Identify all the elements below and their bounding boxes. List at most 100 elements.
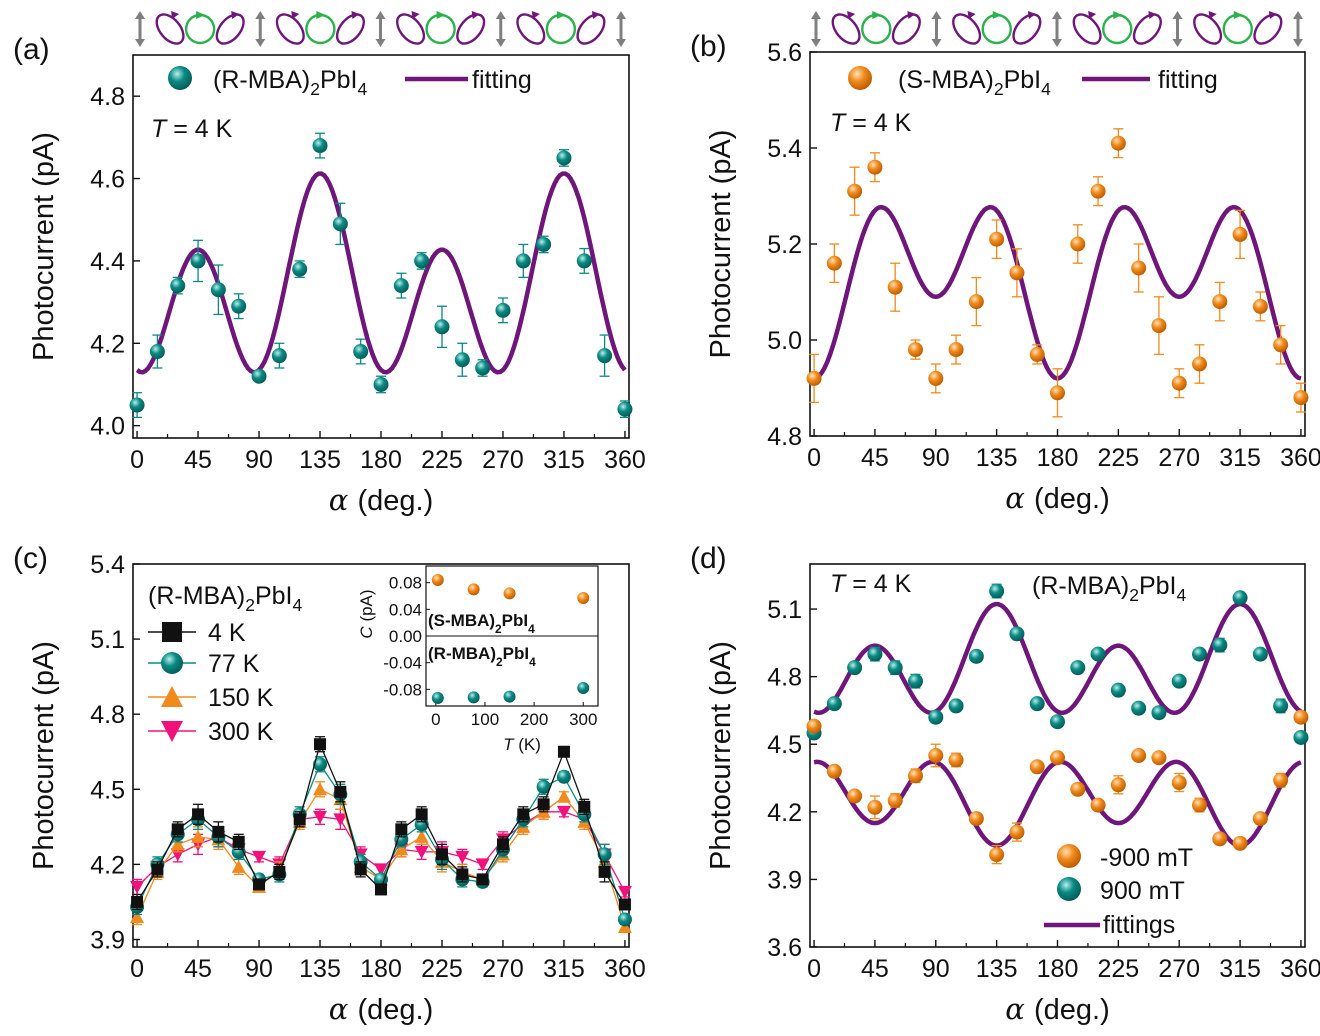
double-arrow-icon: [495, 11, 506, 19]
ellipse-icon: [471, 11, 480, 19]
data-point: [1212, 294, 1228, 310]
legend-marker: [1057, 844, 1081, 868]
data-point: [231, 298, 247, 314]
data-point: [806, 370, 822, 386]
inset-x-axis-label: T (K): [503, 735, 541, 754]
legend-label: -900 mT: [1100, 844, 1193, 872]
legend-marker: [168, 66, 192, 90]
data-point: [131, 895, 144, 908]
x-tick-label: 0: [130, 446, 144, 474]
y-tick-label: 5.1: [90, 626, 125, 654]
data-point: [617, 912, 632, 927]
legend-label: (S-MBA)2PbI4: [898, 66, 1051, 99]
data-point: [414, 845, 429, 859]
x-tick-label: 180: [360, 446, 402, 474]
data-point: [394, 832, 409, 847]
data-point: [826, 763, 842, 779]
data-point: [374, 863, 388, 877]
circle-arrow-icon: [425, 13, 456, 45]
data-point: [1009, 626, 1025, 642]
x-tick-label: 90: [922, 955, 950, 983]
circle-arrow-icon: [545, 13, 577, 45]
data-point: [395, 823, 408, 836]
fit-curve: [813, 759, 1302, 848]
ellipse-icon: [831, 13, 861, 45]
ellipse-icon: [907, 11, 916, 19]
double-arrow-icon: [495, 39, 506, 47]
data-point: [617, 885, 632, 899]
legend-label: 77 K: [208, 650, 260, 678]
fit-curve: [135, 171, 627, 375]
ellipse-icon: [231, 11, 240, 19]
inset-y-tick-label: 0.04: [389, 600, 422, 619]
data-point: [618, 898, 631, 911]
data-point: [1171, 673, 1187, 689]
x-tick-label: 360: [1280, 955, 1320, 983]
data-point: [373, 376, 389, 392]
data-point: [556, 805, 571, 819]
data-point: [1029, 346, 1045, 362]
legend-label: 300 K: [208, 718, 274, 746]
fit-curve: [813, 204, 1302, 381]
data-point: [556, 769, 571, 784]
ellipse-icon: [1088, 11, 1097, 19]
ellipse-icon: [215, 13, 245, 45]
data-point: [210, 282, 226, 298]
data-point: [151, 863, 164, 876]
panel-d: 0 45 90 135 180 225 270 315 360 3.6 3.9 4.2 4.5 4.8 5.…: [690, 542, 1320, 1026]
data-point: [1151, 318, 1167, 334]
y-axis-label: Photocurrent (pA): [705, 641, 737, 870]
circle-arrow-icon: [556, 11, 566, 19]
inset-y-axis-label: C (pA): [357, 589, 376, 638]
panel-label: (d): [690, 542, 727, 575]
y-tick-label: 4.8: [767, 423, 802, 451]
ellipse-icon: [1193, 13, 1223, 45]
data-point: [212, 825, 225, 838]
panel-c: 0 45 90 135 180 225 270 315 360 3.9 4.2 4.5 4.8 5.1 5.…: [13, 542, 646, 1026]
data-point: [968, 648, 984, 664]
data-point: [1009, 265, 1025, 281]
data-point: [515, 253, 531, 269]
circle-arrow-icon: [981, 13, 1012, 45]
data-point: [1009, 824, 1025, 840]
data-point: [496, 838, 509, 851]
data-point: [576, 253, 592, 269]
double-arrow-icon: [255, 39, 266, 47]
ellipse-icon: [1072, 13, 1102, 45]
y-tick-label: 5.4: [767, 135, 802, 163]
fit-curve: [813, 601, 1303, 716]
data-point: [1252, 298, 1268, 314]
ellipse-icon: [1148, 11, 1157, 19]
data-point: [252, 850, 267, 864]
data-point: [887, 793, 903, 809]
ellipse-icon: [591, 11, 600, 19]
data-point: [1252, 646, 1268, 662]
panel-label: (b): [690, 30, 727, 63]
data-point: [1192, 797, 1208, 813]
y-tick-label: 3.9: [767, 866, 802, 894]
double-arrow-icon: [811, 39, 821, 47]
data-point: [847, 660, 863, 676]
series-line: [136, 762, 626, 920]
inset-data-point: [503, 587, 516, 600]
data-point: [948, 752, 964, 768]
y-axis-label: Photocurrent (pA): [28, 132, 60, 361]
y-tick-label: 5.0: [767, 327, 802, 355]
data-point: [1070, 781, 1086, 797]
data-point: [455, 850, 470, 864]
data-point: [867, 646, 883, 662]
data-point: [1110, 135, 1126, 151]
legend-label: 4 K: [208, 619, 246, 647]
data-point: [968, 294, 984, 310]
x-tick-label: 135: [976, 955, 1018, 983]
data-point: [334, 785, 347, 798]
inset-y-tick-label: -0.08: [383, 680, 422, 699]
data-point: [312, 138, 328, 154]
data-point: [332, 216, 348, 232]
inset-data-point: [431, 574, 444, 586]
data-point: [1131, 260, 1147, 276]
data-point: [1252, 811, 1268, 827]
data-point: [517, 808, 530, 821]
data-point: [393, 278, 409, 294]
data-point: [271, 348, 287, 364]
